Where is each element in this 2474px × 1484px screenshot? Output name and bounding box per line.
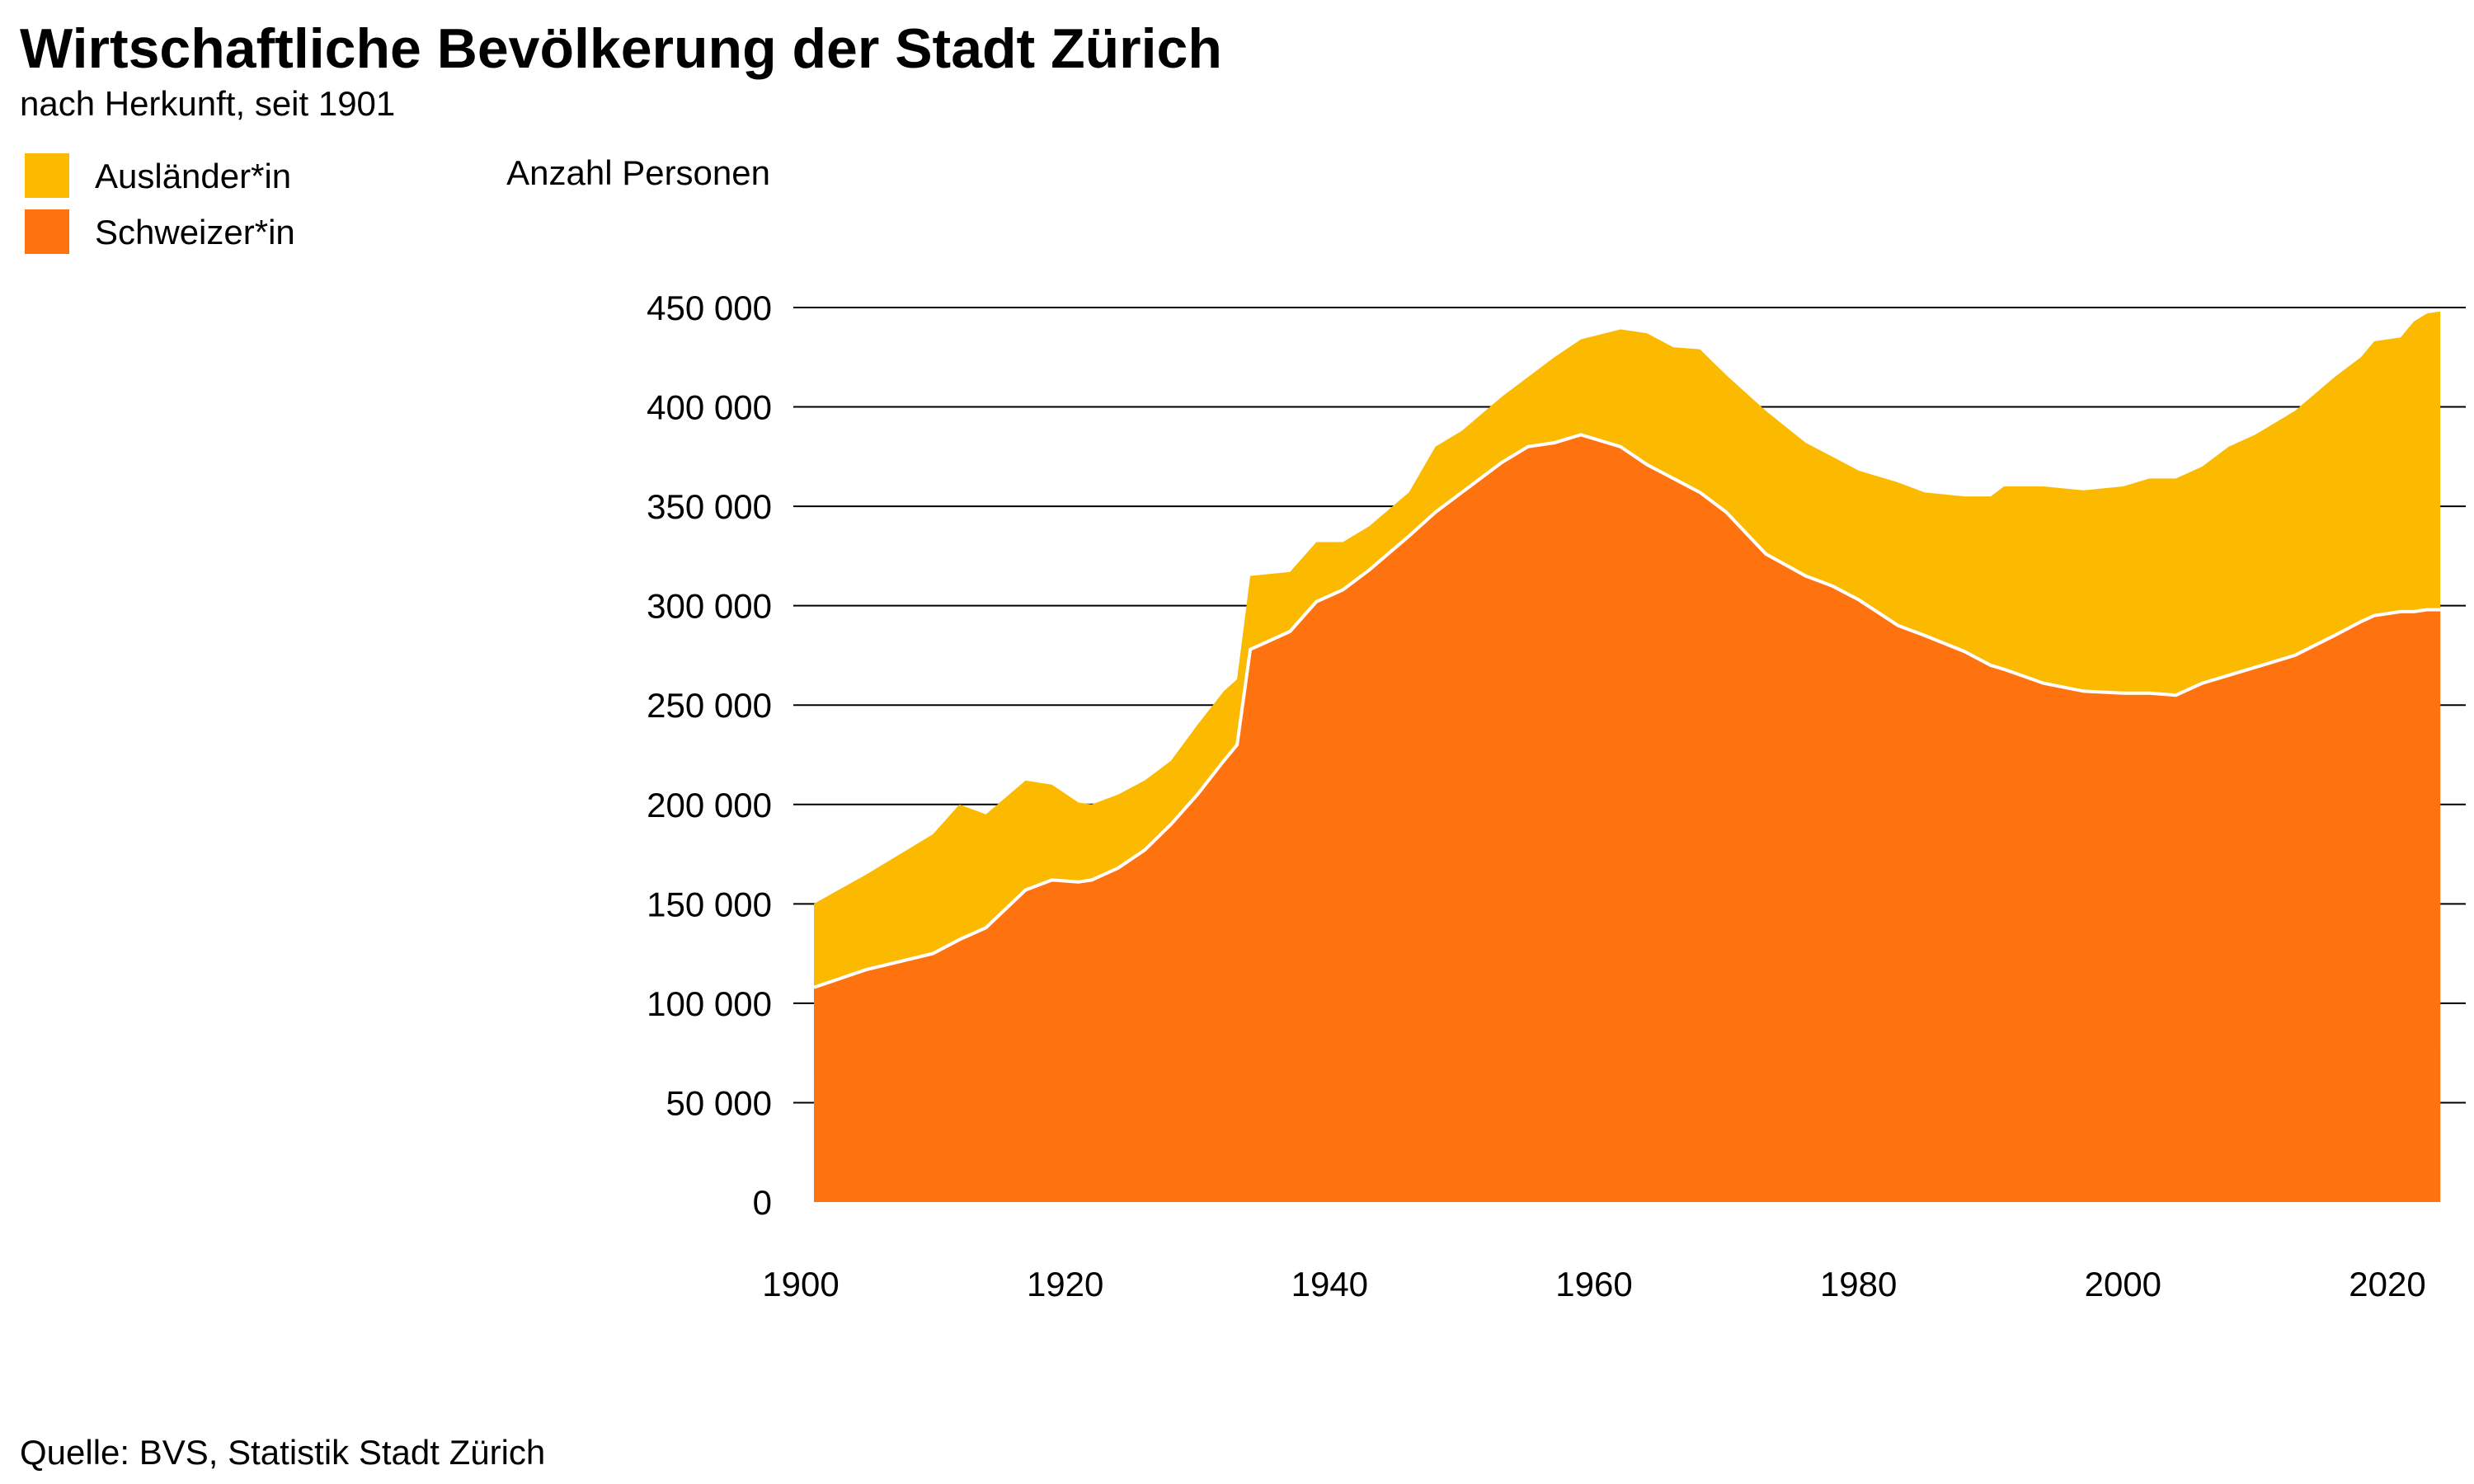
y-tick-label: 300 000: [647, 587, 772, 626]
x-tick-label: 2020: [2349, 1265, 2425, 1303]
legend-swatch-schweizer: [25, 209, 69, 254]
y-tick-label: 200 000: [647, 786, 772, 824]
legend: Ausländer*in Schweizer*in: [25, 153, 295, 254]
y-tick-labels: 0 50 000 100 000 150 000 200 000 250 000 300 0…: [647, 289, 772, 1222]
legend-label-auslaender: Ausländer*in: [95, 157, 291, 195]
chart-subtitle: nach Herkunft, seit 1901: [20, 84, 395, 123]
y-tick-label: 350 000: [647, 487, 772, 526]
series-boundary-line: [813, 433, 2441, 989]
y-tick-label: 100 000: [647, 984, 772, 1023]
x-tick-label: 1920: [1027, 1265, 1103, 1303]
y-axis-label: Anzahl Personen: [506, 153, 770, 192]
y-tick-label: 450 000: [647, 289, 772, 327]
x-tick-label: 2000: [2085, 1265, 2161, 1303]
chart-title: Wirtschaftliche Bevölkerung der Stadt Zü…: [20, 17, 1222, 80]
area-schweizer: [814, 434, 2441, 1202]
x-tick-label: 1960: [1555, 1265, 1632, 1303]
y-tick-label: 400 000: [647, 388, 772, 427]
areas: [813, 311, 2441, 1202]
y-tick-label: 150 000: [647, 885, 772, 923]
legend-label-schweizer: Schweizer*in: [95, 213, 295, 251]
x-tick-labels: 1900 1920 1940 1960 1980 2000 2020: [762, 1265, 2425, 1303]
y-tick-label: 0: [753, 1183, 772, 1222]
x-tick-label: 1940: [1291, 1265, 1368, 1303]
legend-swatch-auslaender: [25, 153, 69, 198]
y-tick-label: 50 000: [666, 1083, 772, 1122]
x-tick-label: 1900: [762, 1265, 839, 1303]
source-note: Quelle: BVS, Statistik Stadt Zürich: [20, 1433, 545, 1472]
x-tick-label: 1980: [1820, 1265, 1897, 1303]
y-tick-label: 250 000: [647, 686, 772, 725]
